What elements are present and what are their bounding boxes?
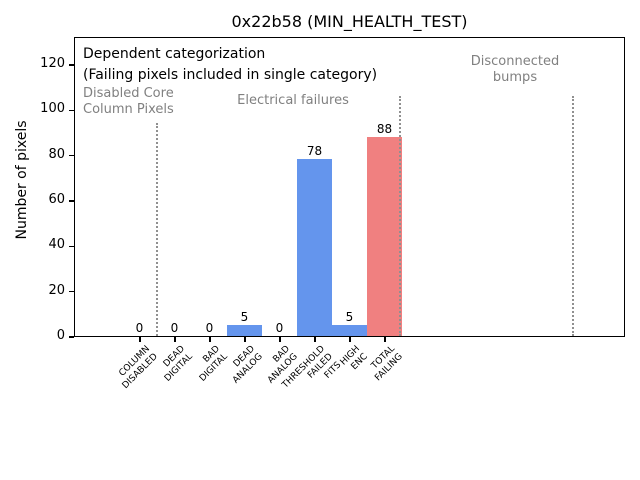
- y-tick-mark: [68, 245, 74, 248]
- bar-value-label: 88: [376, 122, 393, 136]
- section-label-disconnected-bumps: Disconnected bumps: [470, 54, 560, 85]
- x-tick-mark: [174, 337, 176, 342]
- x-tick-mark: [279, 337, 281, 342]
- y-tick-mark: [68, 200, 74, 202]
- bar-value-label: 0: [135, 321, 144, 335]
- y-tick-mark: [68, 64, 74, 66]
- plot-area: Dependent categorization (Failing pixels…: [74, 37, 625, 337]
- annotation-dependent-note: (Failing pixels included in single categ…: [83, 67, 378, 83]
- y-tick-label: 80: [48, 146, 65, 162]
- bar: [332, 325, 367, 336]
- y-tick-mark: [68, 109, 74, 112]
- y-tick-label: 120: [40, 55, 65, 71]
- bar-value-label: 78: [306, 144, 323, 158]
- y-tick-mark: [68, 290, 74, 293]
- x-tick-mark: [314, 337, 316, 342]
- section-label-electrical-failures: Electrical failures: [237, 93, 349, 108]
- x-tick-mark: [349, 337, 351, 342]
- bar: [227, 325, 262, 336]
- section-label-disabled-core-column-pixels: Disabled Core Column Pixels: [83, 86, 174, 117]
- section-divider-line: [398, 96, 401, 336]
- y-tick-label: 40: [48, 237, 65, 253]
- bar-value-label: 0: [275, 321, 284, 335]
- y-axis-label: Number of pixels: [14, 120, 30, 240]
- y-tick-label: 100: [40, 101, 65, 117]
- bar-value-label: 5: [345, 310, 354, 324]
- bar: [367, 137, 402, 336]
- bar-value-label: 0: [205, 321, 214, 335]
- x-tick-mark: [384, 337, 386, 342]
- y-tick-mark: [68, 154, 74, 157]
- bar: [297, 159, 332, 336]
- x-tick-mark: [209, 337, 211, 342]
- y-tick-label: 0: [56, 328, 65, 343]
- section-divider-line: [155, 123, 158, 336]
- y-tick-mark: [68, 336, 74, 338]
- bar-value-label: 5: [240, 310, 249, 324]
- y-tick-label: 20: [48, 282, 65, 298]
- bar-value-label: 0: [170, 321, 179, 335]
- annotation-dependent-categorization: Dependent categorization: [83, 46, 266, 62]
- x-tick-mark: [139, 337, 141, 342]
- chart-title: 0x22b58 (MIN_HEALTH_TEST): [231, 12, 468, 31]
- x-tick-mark: [244, 337, 246, 342]
- section-divider-line: [571, 96, 574, 336]
- y-tick-label: 60: [48, 191, 65, 207]
